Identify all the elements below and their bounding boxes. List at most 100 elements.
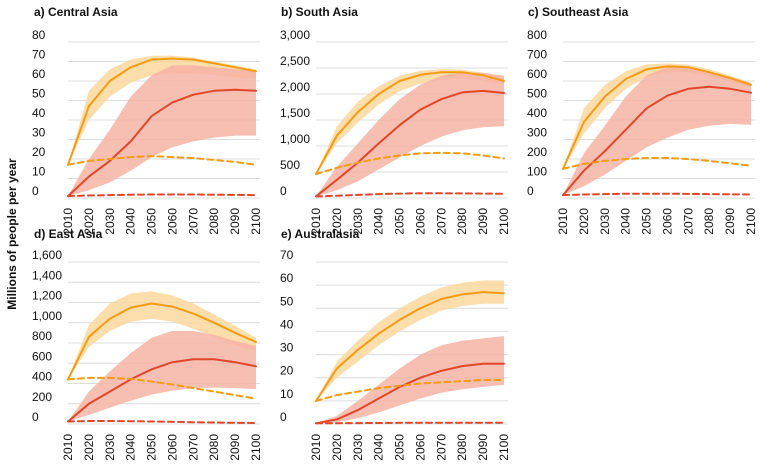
y-tick-label: 80: [32, 28, 46, 42]
x-tick-label: 2080: [207, 208, 221, 235]
high-scenario-band: [563, 63, 751, 169]
y-tick-label: 70: [32, 48, 46, 62]
y-tick-label: 1,600: [32, 248, 62, 262]
x-tick-label: 2040: [124, 208, 138, 235]
low-scenario-band: [68, 65, 256, 197]
y-tick-label: 50: [280, 294, 294, 308]
x-tick-label: 2060: [413, 434, 427, 461]
y-tick-label: 1,000: [280, 132, 310, 146]
y-tick-label: 60: [280, 271, 294, 285]
y-tick-label: 600: [527, 67, 547, 81]
y-tick-label: 20: [32, 145, 46, 159]
low-scenario-line: [315, 89, 505, 198]
high-scenario-line: [315, 291, 505, 402]
high-baseline-line: [315, 379, 505, 402]
x-tick-label: 2100: [744, 208, 758, 235]
x-tick-label: 2060: [413, 208, 427, 235]
y-tick-label: 200: [527, 145, 547, 159]
panel-title: d) East Asia: [34, 227, 103, 241]
high-baseline-line: [67, 376, 257, 400]
x-tick-label: 2040: [124, 434, 138, 461]
y-tick-label: 0: [280, 410, 287, 424]
y-tick-label: 800: [32, 329, 52, 343]
x-tick-label: 2070: [434, 208, 448, 235]
y-tick-label: 2,000: [280, 80, 310, 94]
low-baseline-line: [315, 192, 505, 198]
y-tick-label: 300: [527, 126, 547, 140]
x-tick-label: 2090: [476, 208, 490, 235]
x-tick-label: 2080: [207, 434, 221, 461]
x-tick-label: 2070: [434, 434, 448, 461]
x-tick-label: 2030: [103, 434, 117, 461]
y-tick-label: 500: [280, 158, 300, 172]
x-tick-label: 2010: [61, 434, 75, 461]
y-tick-label: 700: [527, 48, 547, 62]
y-tick-label: 1,000: [32, 309, 62, 323]
low-baseline-line: [562, 192, 752, 197]
high-scenario-band: [68, 55, 256, 165]
low-baseline-line: [315, 421, 505, 425]
y-tick-label: 2,500: [280, 54, 310, 68]
low-scenario-band: [316, 72, 504, 197]
x-tick-label: 2020: [330, 208, 344, 235]
x-tick-label: 2030: [598, 208, 612, 235]
x-tick-label: 2070: [681, 208, 695, 235]
high-scenario-line: [67, 57, 257, 166]
x-tick-label: 2060: [165, 434, 179, 461]
x-tick-label: 2050: [393, 208, 407, 235]
x-tick-label: 2070: [186, 434, 200, 461]
high-scenario-line: [315, 71, 505, 176]
x-tick-label: 2090: [228, 208, 242, 235]
low-scenario-line: [67, 88, 257, 198]
x-tick-label: 2080: [455, 434, 469, 461]
y-tick-label: 0: [280, 184, 287, 198]
x-tick-label: 2050: [145, 434, 159, 461]
panel-title: b) South Asia: [281, 5, 358, 19]
x-tick-label: 2060: [165, 208, 179, 235]
x-tick-label: 2050: [145, 208, 159, 235]
x-tick-label: 2030: [351, 434, 365, 461]
low-scenario-band: [563, 67, 751, 196]
low-scenario-line: [315, 362, 505, 425]
y-tick-label: 800: [527, 28, 547, 42]
y-axis-label: Millions of people per year: [5, 158, 19, 310]
x-tick-label: 2040: [619, 208, 633, 235]
low-scenario-line: [67, 358, 257, 423]
x-tick-label: 2080: [455, 208, 469, 235]
chart-panel: b) South Asia 0 500 1,000 1,500 2,000 2,500 3,0…: [280, 5, 511, 235]
high-baseline-line: [67, 155, 257, 166]
y-tick-label: 40: [280, 317, 294, 331]
low-scenario-band: [68, 330, 256, 422]
x-tick-label: 2010: [309, 434, 323, 461]
y-tick-label: 0: [527, 184, 534, 198]
x-tick-label: 2050: [640, 208, 654, 235]
x-tick-label: 2090: [476, 434, 490, 461]
x-tick-label: 2020: [577, 208, 591, 235]
high-scenario-line: [67, 302, 257, 381]
y-tick-label: 400: [32, 370, 52, 384]
y-tick-label: 1,200: [32, 289, 62, 303]
x-tick-label: 2050: [393, 434, 407, 461]
y-tick-label: 400: [527, 106, 547, 120]
panel-title: e) Australasia: [281, 227, 360, 241]
high-baseline-line: [562, 157, 752, 170]
y-tick-label: 50: [32, 87, 46, 101]
x-tick-label: 2100: [249, 434, 263, 461]
low-baseline-line: [67, 193, 257, 198]
y-tick-label: 10: [32, 165, 46, 179]
low-scenario-band: [316, 336, 504, 424]
x-tick-label: 2030: [351, 208, 365, 235]
y-tick-label: 0: [32, 410, 39, 424]
y-tick-label: 70: [280, 248, 294, 262]
x-tick-label: 2020: [82, 208, 96, 235]
y-tick-label: 20: [280, 364, 294, 378]
x-tick-label: 2100: [497, 434, 511, 461]
y-tick-label: 500: [527, 87, 547, 101]
y-tick-label: 40: [32, 106, 46, 120]
x-tick-label: 2010: [309, 208, 323, 235]
x-tick-label: 2040: [372, 208, 386, 235]
low-scenario-line: [562, 85, 752, 197]
x-tick-label: 2010: [556, 208, 570, 235]
